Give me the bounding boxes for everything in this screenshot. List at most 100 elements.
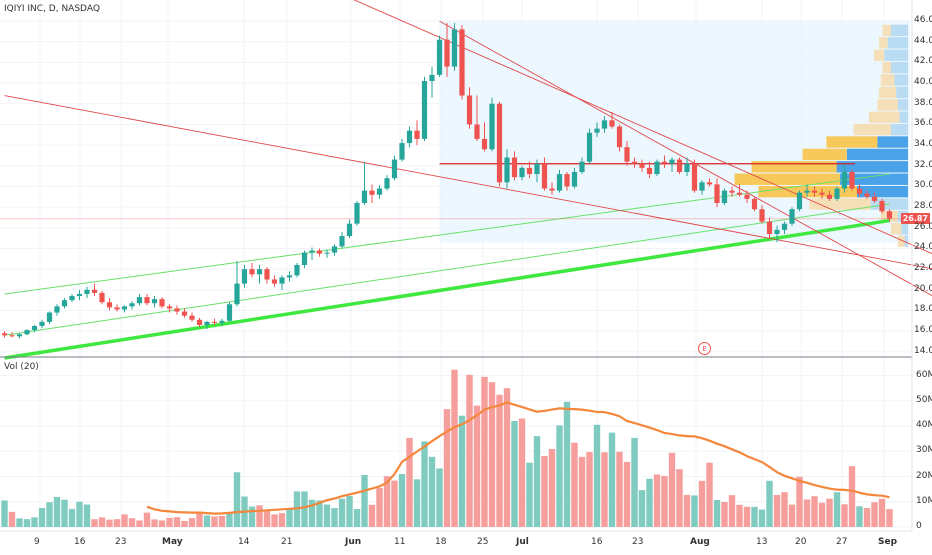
volume-bar	[354, 509, 360, 527]
volume-bar	[549, 449, 555, 527]
candle-body	[24, 330, 29, 334]
candle-body	[354, 203, 359, 224]
price-tick-label: 34.00	[914, 139, 932, 149]
volume-profile-up-bar	[900, 112, 909, 123]
volume-bar	[654, 475, 660, 527]
candle-body	[834, 189, 839, 199]
candle-body	[189, 316, 194, 320]
volume-bar	[609, 433, 615, 527]
volume-bars	[1, 370, 892, 527]
volume-bar	[429, 457, 435, 527]
volume-bar	[481, 377, 487, 527]
volume-profile-down-bar	[826, 136, 877, 147]
volume-bar	[346, 496, 352, 527]
volume-bar	[406, 438, 412, 527]
candle-body	[62, 300, 67, 306]
volume-bar	[16, 518, 22, 527]
candle-body	[227, 304, 232, 321]
candle-body	[129, 303, 134, 306]
candle-body	[774, 230, 779, 234]
volume-bar	[766, 481, 772, 527]
candle-body	[534, 164, 539, 174]
volume-bar	[871, 502, 877, 527]
time-tick-label: Jun	[345, 537, 361, 547]
volume-bar	[504, 388, 510, 527]
volume-profile-down-bar	[874, 50, 884, 61]
volume-bar	[699, 481, 705, 527]
volume-bar	[511, 421, 517, 527]
time-tick-label: 20	[795, 537, 806, 547]
volume-bar	[886, 509, 892, 527]
candle-body	[887, 211, 892, 218]
volume-bar	[579, 457, 585, 527]
time-tick-label: 9	[34, 537, 40, 547]
candle-body	[654, 162, 659, 174]
price-tick-label: 38.00	[914, 98, 932, 108]
volume-profile-up-bar	[884, 50, 908, 61]
price-tick-label: 42.00	[914, 56, 932, 66]
volume-profile-down-bar	[869, 112, 900, 123]
time-tick-label: May	[162, 537, 183, 547]
earnings-marker-icon[interactable]: E	[698, 342, 711, 355]
candle-body	[594, 129, 599, 133]
candle-body	[707, 182, 712, 184]
candle-body	[347, 224, 352, 236]
volume-bar	[466, 375, 472, 527]
volume-bar	[24, 519, 30, 527]
volume-bar	[729, 495, 735, 527]
candle-body	[182, 312, 187, 316]
volume-profile-up-bar	[896, 87, 908, 98]
volume-bar	[331, 508, 337, 527]
time-tick-label: 25	[477, 537, 488, 547]
candle-body	[32, 326, 37, 330]
candle-body	[827, 195, 832, 199]
volume-bar	[759, 510, 765, 527]
volume-bar	[114, 519, 120, 527]
candle-body	[47, 313, 52, 322]
candle-body	[242, 269, 247, 283]
volume-bar	[496, 395, 502, 527]
candle-body	[849, 172, 854, 189]
volume-tick-label: 0	[916, 521, 922, 531]
price-tick-label: 26.00	[914, 222, 932, 232]
volume-profile-up-bar	[901, 223, 908, 234]
candle-body	[879, 201, 884, 211]
volume-bar	[796, 477, 802, 527]
volume-bar	[189, 518, 195, 527]
volume-bar	[151, 519, 157, 527]
volume-profile-up-bar	[891, 124, 908, 135]
candle-body	[302, 253, 307, 265]
candle-body	[489, 104, 494, 149]
volume-bar	[211, 516, 217, 527]
volume-bar	[121, 514, 127, 527]
candle-body	[384, 178, 389, 188]
volume-bar	[676, 469, 682, 527]
candle-body	[152, 299, 157, 303]
volume-bar	[264, 510, 270, 527]
candle-body	[812, 191, 817, 193]
volume-bar	[526, 463, 532, 527]
volume-tick-label: 20M	[916, 471, 932, 481]
candle-body	[144, 297, 149, 303]
price-tick-label: 36.00	[914, 118, 932, 128]
time-tick-label: 16	[591, 537, 602, 547]
volume-bar	[256, 505, 262, 527]
volume-bar	[324, 505, 330, 527]
candle-body	[482, 139, 487, 149]
candle-body	[234, 284, 239, 305]
candle-body	[204, 322, 209, 325]
volume-profile-down-bar	[883, 25, 892, 36]
candle-body	[857, 189, 862, 194]
candle-body	[9, 335, 14, 336]
volume-bar	[421, 441, 427, 527]
time-tick-label: 13	[756, 537, 767, 547]
volume-profile-up-bar	[888, 37, 908, 48]
volume-bar	[279, 513, 285, 527]
time-tick-label: 23	[115, 537, 126, 547]
candle-body	[632, 162, 637, 164]
volume-bar	[286, 509, 292, 527]
candle-body	[474, 124, 479, 138]
volume-bar	[99, 517, 105, 527]
volume-bar	[721, 502, 727, 527]
volume-bar	[436, 468, 442, 527]
